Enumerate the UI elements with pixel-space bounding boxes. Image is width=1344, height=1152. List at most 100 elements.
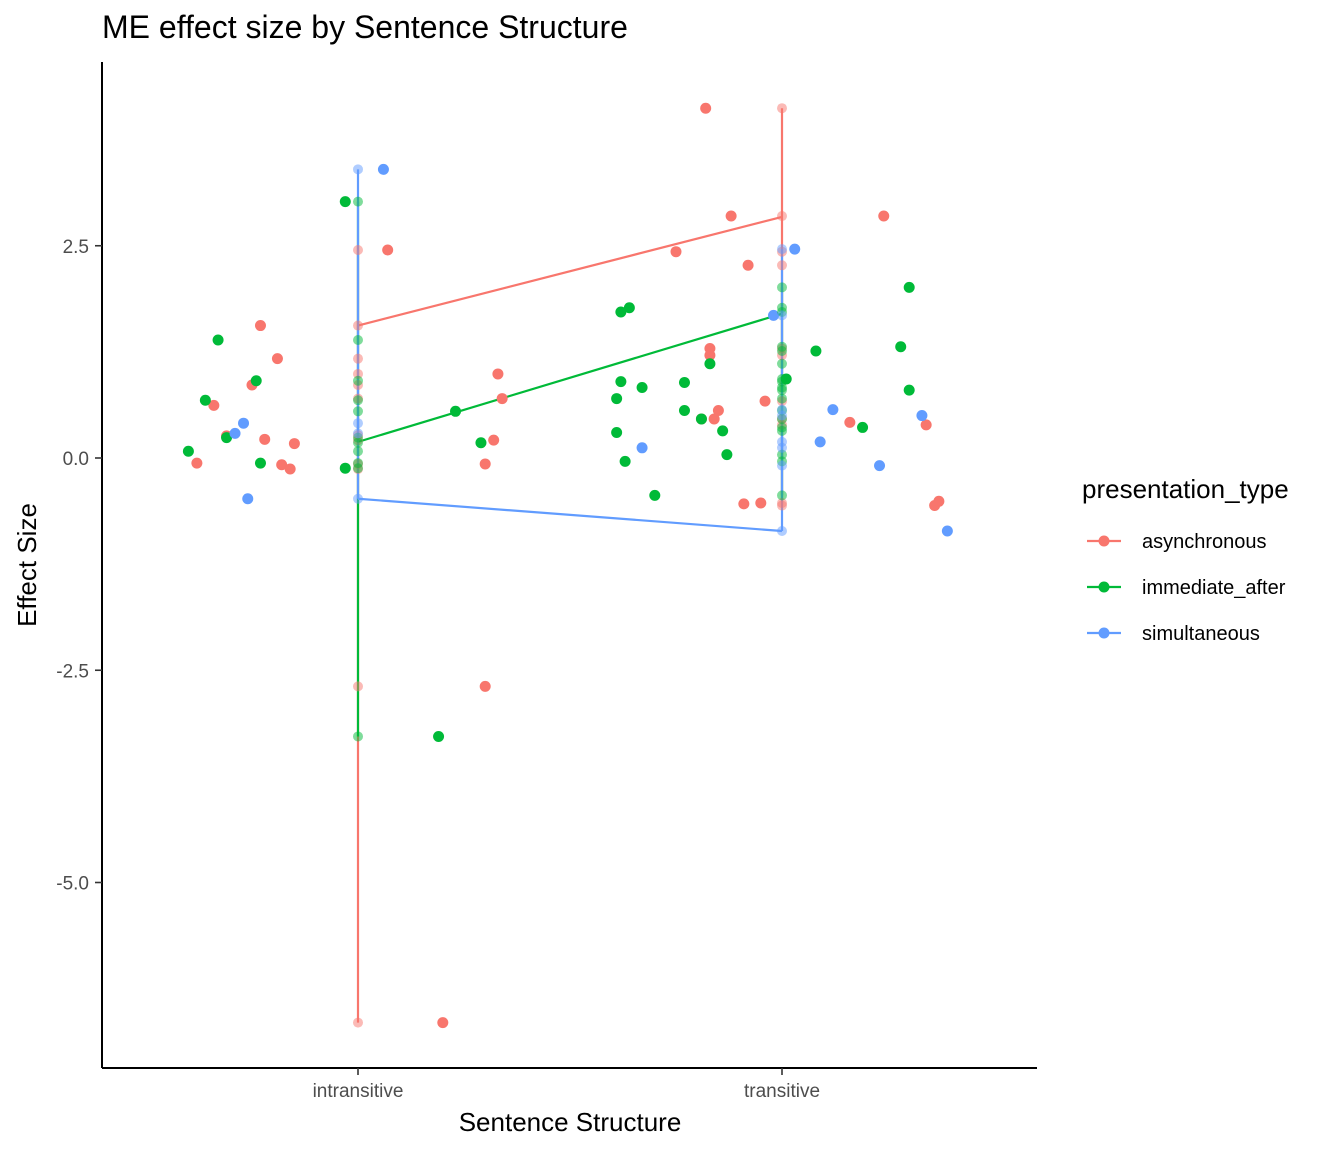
x-axis-ticks: intransitive transitive (313, 1068, 820, 1102)
point-immediate_after-20 (678, 404, 690, 416)
stacked-point-simultaneous-0 (353, 164, 363, 175)
x-tick-label: intransitive (313, 1081, 404, 1102)
point-asynchronous-12 (479, 680, 491, 692)
point-simultaneous-3 (377, 163, 389, 175)
point-asynchronous-11 (437, 1017, 449, 1029)
stacked-points-asynchronous (353, 103, 787, 1028)
points-immediate_after (182, 196, 915, 742)
point-asynchronous-25 (738, 498, 750, 510)
point-asynchronous-14 (488, 434, 500, 446)
legend-key-point (1098, 581, 1110, 593)
y-tick-label: 2.5 (63, 237, 89, 258)
point-immediate_after-26 (810, 345, 822, 357)
stacked-point-immediate_after-1 (353, 334, 363, 345)
stacked-point-immediate_after-7 (353, 446, 363, 457)
stacked-point-simultaneous-2 (353, 428, 363, 439)
y-axis-ticks: 2.5 0.0 -2.5 -5.0 (56, 237, 102, 895)
legend-title: presentation_type (1082, 474, 1289, 504)
stacked-point-immediate_after-20 (777, 385, 787, 396)
stacked-point-immediate_after-3 (353, 395, 363, 406)
point-simultaneous-0 (229, 427, 241, 439)
point-asynchronous-10 (382, 244, 394, 256)
stacked-point-immediate_after-28 (777, 490, 787, 501)
point-asynchronous-22 (708, 413, 720, 425)
stacked-point-immediate_after-25 (777, 425, 787, 436)
point-simultaneous-11 (941, 525, 953, 537)
point-immediate_after-10 (475, 437, 487, 449)
series-immediate_after (356, 201, 784, 737)
points-asynchronous (191, 102, 945, 1029)
point-asynchronous-21 (704, 349, 716, 361)
legend-item-simultaneous: simultaneous (1087, 623, 1260, 645)
legend-item-asynchronous: asynchronous (1087, 531, 1267, 553)
chart-title: ME effect size by Sentence Structure (102, 9, 628, 45)
stacked-point-asynchronous-12 (777, 103, 787, 114)
point-immediate_after-21 (695, 413, 707, 425)
point-simultaneous-1 (238, 417, 250, 429)
legend-label: simultaneous (1142, 623, 1260, 645)
y-axis-title: Effect Size (12, 503, 42, 627)
stacked-point-asynchronous-22 (777, 500, 787, 511)
point-asynchronous-17 (670, 246, 682, 258)
point-simultaneous-4 (636, 442, 648, 454)
stacked-point-simultaneous-11 (777, 526, 787, 537)
series-asynchronous (356, 108, 784, 1023)
stacked-point-immediate_after-15 (777, 346, 787, 357)
legend-key-point (1098, 535, 1110, 547)
point-asynchronous-7 (276, 459, 288, 471)
legend-key-point (1098, 627, 1110, 639)
stacked-point-asynchronous-1 (353, 681, 363, 692)
point-asynchronous-0 (191, 457, 203, 469)
point-asynchronous-5 (259, 433, 271, 445)
point-simultaneous-7 (814, 436, 826, 448)
stacked-point-immediate_after-21 (777, 393, 787, 404)
x-tick-label: transitive (744, 1081, 820, 1102)
points-simultaneous (229, 163, 953, 537)
point-immediate_after-13 (615, 306, 627, 318)
x-axis-title: Sentence Structure (459, 1107, 682, 1137)
stacked-point-asynchronous-15 (777, 260, 787, 271)
point-asynchronous-27 (755, 497, 767, 509)
point-immediate_after-28 (895, 341, 907, 353)
point-immediate_after-12 (611, 427, 623, 439)
plot-area (182, 102, 953, 1029)
point-immediate_after-22 (704, 358, 716, 370)
point-asynchronous-29 (878, 210, 890, 222)
legend-item-immediate_after: immediate_after (1087, 577, 1286, 599)
stacked-point-asynchronous-2 (353, 244, 363, 255)
point-asynchronous-15 (492, 368, 504, 380)
point-immediate_after-8 (433, 730, 445, 742)
point-immediate_after-27 (857, 421, 869, 433)
y-tick-label: -2.5 (56, 661, 89, 682)
point-immediate_after-3 (221, 432, 233, 444)
point-simultaneous-9 (874, 460, 886, 472)
point-asynchronous-33 (933, 495, 945, 507)
point-immediate_after-11 (611, 393, 623, 405)
stacked-points-simultaneous (353, 164, 787, 537)
point-immediate_after-2 (212, 334, 224, 346)
point-asynchronous-24 (725, 210, 737, 222)
mean-line-immediate_after (357, 312, 783, 443)
point-simultaneous-10 (916, 410, 928, 422)
point-immediate_after-23 (717, 425, 729, 437)
point-immediate_after-14 (615, 376, 627, 388)
stacked-point-simultaneous-10 (777, 460, 787, 471)
y-tick-label: -5.0 (56, 874, 89, 895)
stacked-point-asynchronous-3 (353, 320, 363, 331)
point-asynchronous-9 (288, 438, 300, 450)
point-immediate_after-16 (623, 302, 635, 314)
stacked-point-simultaneous-3 (353, 493, 363, 504)
stacked-point-simultaneous-4 (777, 244, 787, 255)
stacked-point-immediate_after-16 (777, 358, 787, 369)
point-immediate_after-6 (339, 196, 351, 208)
point-immediate_after-5 (254, 457, 266, 469)
stacked-point-immediate_after-10 (353, 731, 363, 742)
point-asynchronous-23 (712, 404, 724, 416)
point-simultaneous-5 (768, 309, 780, 321)
stacked-point-immediate_after-0 (353, 196, 363, 207)
stacked-point-simultaneous-1 (353, 418, 363, 429)
point-asynchronous-30 (844, 416, 856, 428)
stacked-point-simultaneous-9 (777, 442, 787, 453)
stacked-points-immediate_after (353, 196, 787, 742)
